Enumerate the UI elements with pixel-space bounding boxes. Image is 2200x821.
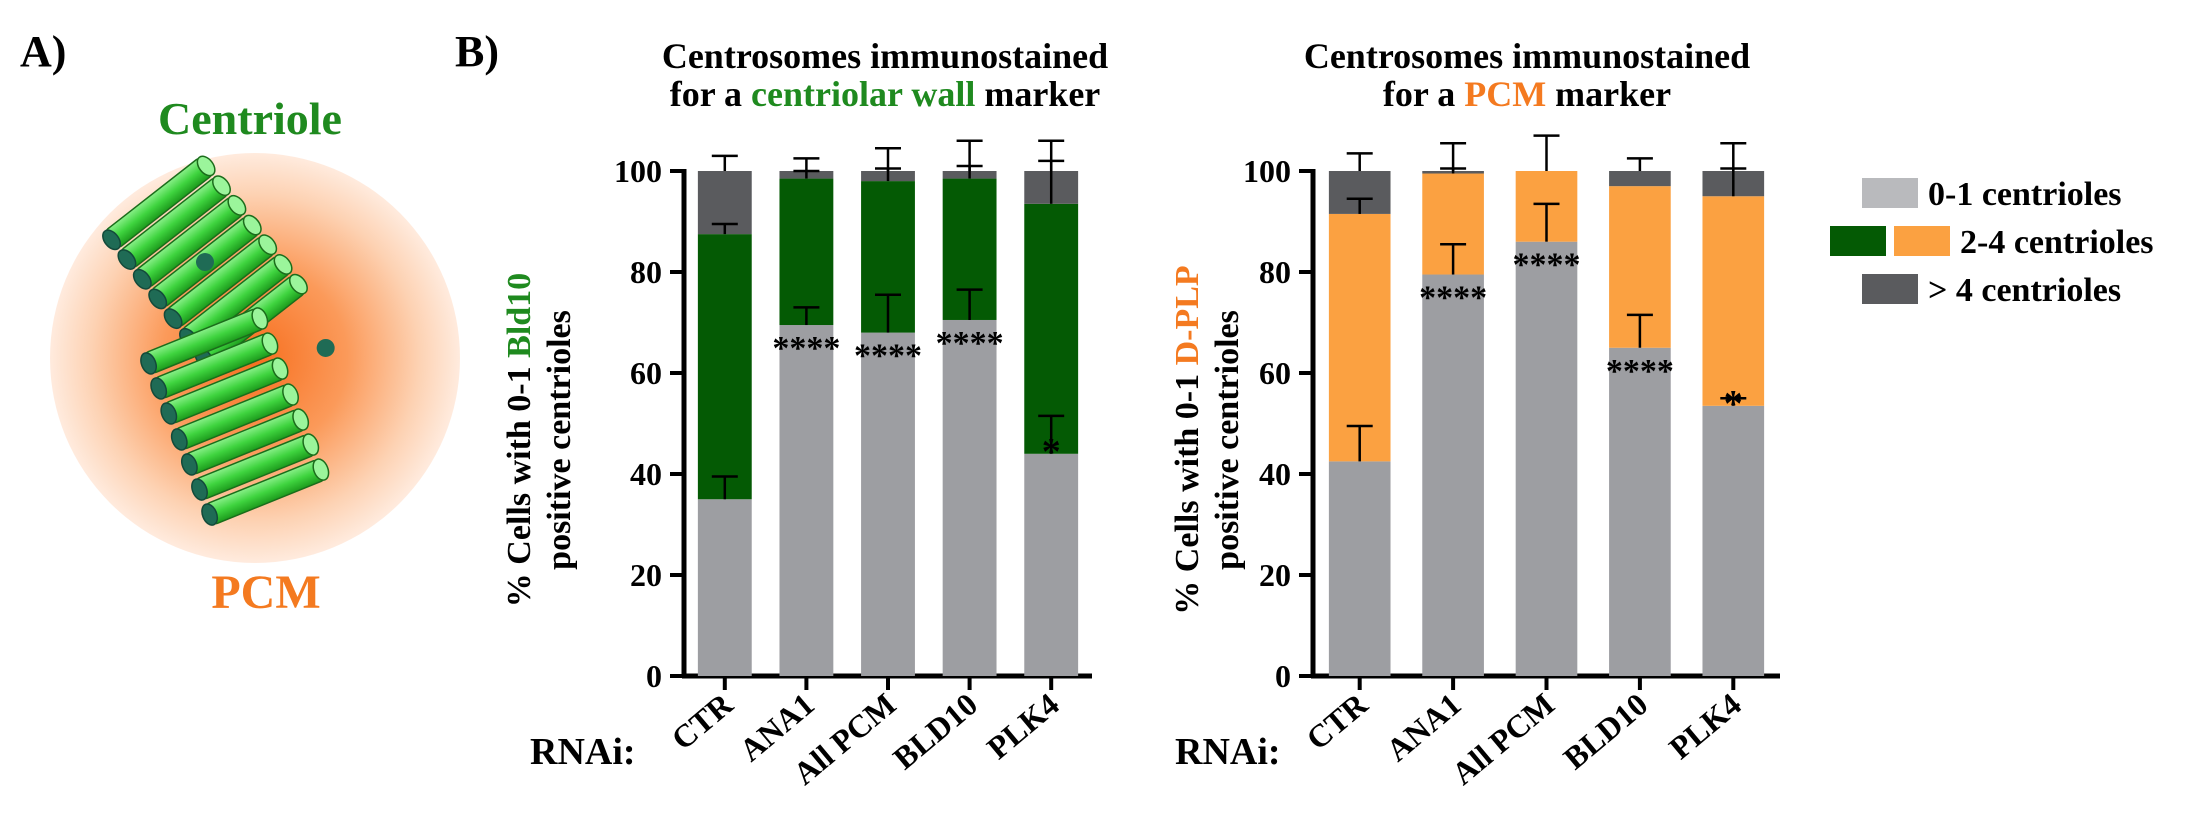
centriole-illustration (98, 152, 335, 529)
y-tick-label: 80 (1259, 254, 1291, 290)
bar-segment (1328, 213, 1391, 462)
chart-title-line1: Centrosomes immunostained (1304, 36, 1750, 76)
y-tick-label: 100 (614, 153, 662, 189)
x-tick-label: BLD10 (1556, 686, 1654, 776)
x-tick-label: CTR (664, 685, 740, 757)
ylabel-highlight: D-PLP (1169, 265, 1206, 365)
title-highlight: centriolar wall (751, 74, 975, 114)
legend-swatch-gray-high (1862, 274, 1918, 304)
y-tick-label: 40 (630, 456, 662, 492)
bar-segment (1422, 274, 1484, 676)
bar-segment (1702, 405, 1765, 676)
legend: 0-1 centrioles 2-4 centrioles > 4 centri… (1830, 176, 2154, 309)
pcm-label: PCM (211, 566, 320, 619)
panel-b-label: B) (455, 27, 499, 76)
bar-segment (1024, 203, 1079, 454)
bar-segment (697, 499, 752, 676)
panel-a-label: A) (20, 27, 66, 76)
y-axis-label-line2: positive centrioles (541, 310, 578, 570)
significance-label: **** (1606, 353, 1674, 390)
chart-title-line1: Centrosomes immunostained (662, 36, 1108, 76)
chart-title-line2: for a centriolar wall marker (670, 74, 1101, 114)
y-tick-label: 20 (630, 557, 662, 593)
significance-label: **** (854, 338, 922, 375)
significance-label: **** (772, 330, 840, 367)
y-tick-label: 0 (1275, 658, 1291, 694)
y-tick-label: 60 (630, 355, 662, 391)
x-tick-label: PLK4 (980, 686, 1066, 766)
rnai-label-right: RNAi: (1175, 731, 1281, 773)
y-tick-label: 80 (630, 254, 662, 290)
panel-b: B) RNAi: RNAi: Centrosomes immunostained… (455, 27, 2154, 792)
significance-label: * (1724, 383, 1743, 425)
legend-swatch-orange (1894, 226, 1950, 256)
legend-swatch-green (1830, 226, 1886, 256)
significance-label: **** (1419, 280, 1487, 317)
bar-segment (779, 178, 834, 326)
legend-label: > 4 centrioles (1928, 272, 2121, 309)
legend-label: 0-1 centrioles (1928, 176, 2122, 213)
x-tick-label: PLK4 (1662, 686, 1748, 766)
panel-a: A) Centriole (20, 27, 460, 619)
ylabel-highlight: Bld10 (501, 273, 538, 358)
significance-label: **** (936, 325, 1004, 362)
x-tick-label: BLD10 (886, 686, 984, 776)
bar-segment (779, 325, 834, 676)
legend-label: 2-4 centrioles (1960, 224, 2154, 261)
x-tick-label: CTR (1299, 685, 1375, 757)
y-tick-label: 0 (646, 658, 662, 694)
chart-title-line2: for a PCM marker (1383, 74, 1671, 114)
title-highlight: PCM (1464, 74, 1546, 114)
chart-dplp: Centrosomes immunostained for a PCM mark… (1169, 36, 1780, 792)
rnai-label-left: RNAi: (530, 731, 636, 773)
y-tick-label: 100 (1243, 153, 1291, 189)
bar-segment (1609, 171, 1671, 187)
significance-label: **** (1513, 247, 1581, 284)
bar-segment (1515, 241, 1578, 676)
bar-segment (942, 319, 997, 676)
y-tick-label: 40 (1259, 456, 1291, 492)
chart-bld10: Centrosomes immunostained for a centriol… (501, 36, 1108, 792)
bar-segment (1609, 347, 1671, 676)
bar-segment (1328, 461, 1391, 676)
bar-segment (1702, 196, 1765, 406)
bar-segment (697, 234, 752, 500)
bar-segment (1024, 453, 1079, 676)
bar-segment (861, 332, 915, 676)
y-axis-label-line1: % Cells with 0-1 Bld10 (501, 273, 538, 607)
y-tick-label: 20 (1259, 557, 1291, 593)
significance-label: * (1042, 431, 1061, 473)
centriole-label: Centriole (158, 93, 342, 144)
legend-swatch-gray-low (1862, 178, 1918, 208)
y-tick-label: 60 (1259, 355, 1291, 391)
y-axis-label-line2: positive centrioles (1209, 310, 1246, 570)
y-axis-label-line1: % Cells with 0-1 D-PLP (1169, 265, 1206, 614)
x-tick-label: All PCM (1445, 686, 1561, 792)
